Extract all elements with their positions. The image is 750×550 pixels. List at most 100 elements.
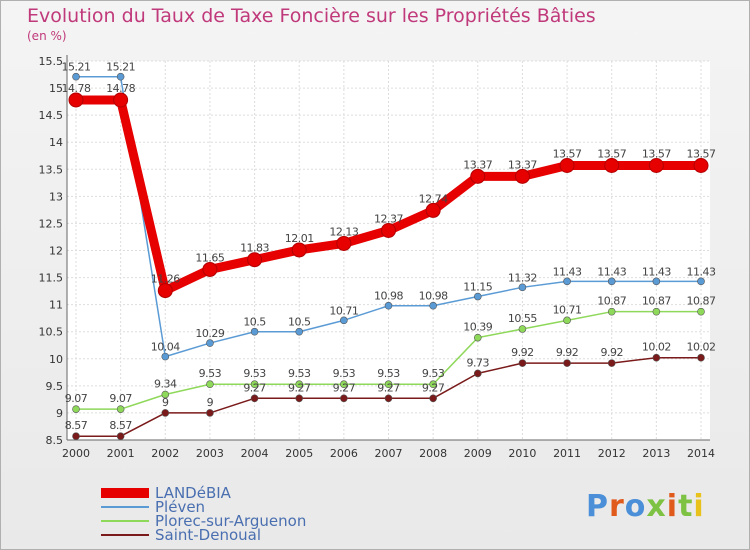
data-point [291,242,307,258]
data-label: 10.87 [687,295,716,308]
data-label: 11.32 [508,271,537,284]
data-label: 9.07 [109,392,132,405]
data-label: 10.55 [508,312,537,325]
data-point [113,92,129,108]
data-label: 9.92 [556,346,579,359]
legend-swatch [101,506,149,508]
data-label: 8.57 [65,419,88,432]
y-tick-label: 10 [49,353,63,366]
data-label: 9.73 [467,356,490,369]
data-point [116,432,125,441]
data-point [607,277,616,286]
data-point [559,157,575,173]
x-tick-label: 2009 [464,447,492,460]
legend-item: Plorec-sur-Arguenon [101,512,306,530]
data-label: 11.43 [687,265,716,278]
data-label: 12.13 [329,225,358,238]
data-label: 9.27 [377,381,400,394]
data-point [563,277,571,286]
data-point [693,157,709,173]
data-label: 11.15 [463,281,492,294]
data-point [161,352,170,361]
data-point [340,316,348,325]
x-tick-label: 2014 [687,447,715,460]
data-point [697,277,705,286]
data-label: 14.78 [106,82,135,95]
data-label: 8.57 [109,419,132,432]
data-label: 11.43 [553,265,582,278]
data-point [206,339,214,347]
legend-swatch [101,488,149,498]
x-tick-label: 2001 [107,447,135,460]
data-point [72,405,80,413]
x-tick-label: 2005 [285,447,313,460]
data-point [295,380,304,389]
data-point [518,283,527,292]
legend-item: LANDéBIA [101,484,231,502]
data-point [473,369,482,378]
data-point [697,307,705,316]
data-point [607,359,616,367]
y-tick-label: 13 [49,190,63,203]
y-tick-label: 15.5 [39,55,64,68]
data-label: 10.98 [419,290,448,303]
data-point [250,394,259,403]
data-label: 12.74 [419,192,448,205]
data-label: 13.57 [553,147,582,160]
y-tick-label: 14 [49,136,63,149]
data-point [518,325,527,333]
chart-unit: (en %) [27,29,67,43]
data-point [72,432,80,441]
data-label: 9.27 [243,381,266,394]
data-label: 13.37 [463,158,492,171]
data-point [384,301,393,310]
y-tick-label: 11 [49,299,63,312]
data-label: 9.07 [65,392,88,405]
data-point [604,157,620,173]
data-label: 12.37 [374,212,403,225]
data-label: 11.43 [642,265,671,278]
data-point [247,252,263,268]
data-label: 9.92 [511,346,534,359]
data-point [336,235,352,251]
data-label: 9.27 [333,381,356,394]
legend-label: Pléven [155,498,206,516]
data-point [206,409,214,417]
data-point [425,202,441,218]
data-label: 13.57 [642,147,671,160]
data-point [381,222,396,238]
data-point [514,168,530,184]
x-tick-label: 2013 [642,447,670,460]
x-tick-label: 2006 [330,447,358,460]
data-point [473,333,482,342]
data-label: 10.04 [151,341,180,354]
data-label: 12.01 [285,232,314,245]
data-label: 9.53 [243,367,266,380]
x-tick-label: 2010 [508,447,536,460]
data-label: 10.71 [329,304,358,317]
data-point [202,261,218,277]
data-label: 11.43 [597,265,626,278]
data-label: 10.02 [687,341,716,354]
data-point [384,394,393,403]
y-tick-label: 13.5 [39,163,64,176]
data-label: 9.53 [288,367,311,380]
data-point [652,353,661,362]
y-tick-label: 9.5 [46,380,64,393]
data-point [473,292,482,301]
data-label: 11.83 [240,242,269,255]
data-label: 9.53 [333,367,356,380]
data-point [161,390,170,399]
data-point [518,359,527,367]
legend-label: LANDéBIA [155,484,231,502]
data-label: 9.27 [422,381,445,394]
data-label: 13.37 [508,158,537,171]
data-label: 9.53 [199,367,222,380]
chart-title: Evolution du Taux de Taxe Foncière sur l… [27,5,596,27]
x-tick-label: 2002 [151,447,179,460]
data-point [470,168,486,184]
legend-label: Saint-Denoual [155,526,262,544]
data-point [116,72,125,81]
y-tick-label: 12.5 [39,217,64,230]
data-point [429,380,437,389]
